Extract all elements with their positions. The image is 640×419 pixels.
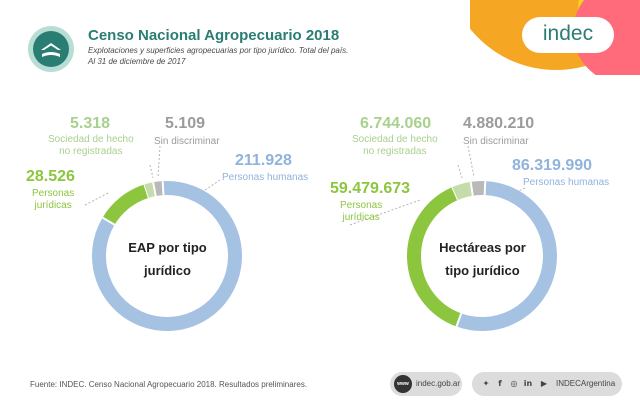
leader-line-juridicas-2 xyxy=(349,199,421,226)
linkedin-icon[interactable]: in xyxy=(523,379,533,388)
eap-humanas-label: Personas humanas xyxy=(222,172,309,183)
social-links: ✦ f ◎ in ▶ INDECArgentina xyxy=(472,372,622,396)
eap-slice-juridicas xyxy=(102,184,149,226)
subtitle-line-2: Al 31 de diciembre de 2017 xyxy=(88,57,186,66)
eap-sin-label: Sin discriminar xyxy=(154,136,220,147)
ha-separator-sociedad xyxy=(450,187,459,201)
twitter-icon[interactable]: ✦ xyxy=(482,379,490,388)
ha-slice-juridicas xyxy=(407,187,462,327)
ha-sociedad-label-2: no registradas xyxy=(363,146,427,157)
eap-sociedad-label: Sociedad de hecho no registradas xyxy=(48,134,134,158)
center-eap-line-1: EAP por tipo xyxy=(128,240,207,255)
eap-juridicas-label-2: jurídicas xyxy=(34,200,72,211)
leader-line-sociedad-1 xyxy=(149,164,154,179)
center-ha-line-1: Hectáreas por xyxy=(439,240,526,255)
ha-juridicas-label-1: Personas xyxy=(340,200,383,211)
ha-humanas-label: Personas humanas xyxy=(523,177,610,188)
center-eap-line-2: jurídico xyxy=(144,263,191,278)
eap-sociedad-label-2: no registradas xyxy=(59,146,123,157)
eap-sociedad-label-1: Sociedad de hecho xyxy=(48,134,134,145)
social-handle: INDECArgentina xyxy=(556,379,616,388)
source-note: Fuente: INDEC. Censo Nacional Agropecuar… xyxy=(30,380,308,389)
eap-separator-humanas xyxy=(161,181,165,196)
website-link[interactable]: www indec.gob.ar xyxy=(390,372,462,396)
facebook-icon[interactable]: f xyxy=(498,379,502,388)
website-text: indec.gob.ar xyxy=(416,379,461,388)
ha-juridicas-value: 59.479.673 xyxy=(330,180,411,197)
eap-juridicas-value: 28.526 xyxy=(26,168,75,185)
ha-sociedad-label: Sociedad de hecho no registradas xyxy=(352,134,438,158)
ha-slice-sociedad xyxy=(451,181,474,201)
eap-separator-juridicas xyxy=(102,216,116,226)
indec-logo-text: indec xyxy=(542,22,594,45)
ha-juridicas-label-2: jurídicas xyxy=(342,212,380,223)
donut-center-hectareas: Hectáreas por tipo jurídico xyxy=(425,236,540,282)
eap-slice-sin-discriminar xyxy=(153,181,164,197)
subtitle-line-1: Explotaciones y superficies agropecuaria… xyxy=(88,46,349,55)
eap-slice-sociedad xyxy=(143,182,156,199)
census-icon xyxy=(28,26,74,72)
eap-slice-humanas xyxy=(92,181,242,331)
leader-line-juridicas-1 xyxy=(84,191,111,206)
leader-line-sin-2 xyxy=(467,145,475,178)
ha-sociedad-label-1: Sociedad de hecho xyxy=(352,134,438,145)
donut-center-eap: EAP por tipo jurídico xyxy=(110,236,225,282)
ha-humanas-value: 86.319.990 xyxy=(512,157,593,174)
ha-sin-label: Sin discriminar xyxy=(463,136,529,147)
indec-logo[interactable]: indec xyxy=(522,17,614,53)
eap-sociedad-value: 5.318 xyxy=(70,115,111,132)
ha-separator-sin-discriminar xyxy=(469,181,474,196)
ha-separator-humanas xyxy=(483,181,487,196)
instagram-icon[interactable]: ◎ xyxy=(510,379,518,388)
eap-sin-value: 5.109 xyxy=(165,115,206,132)
eap-humanas-value: 211.928 xyxy=(235,152,292,169)
leader-line-humanas-1 xyxy=(204,179,221,191)
page-subtitle: Explotaciones y superficies agropecuaria… xyxy=(88,45,348,67)
ha-juridicas-label: Personas jurídicas xyxy=(340,200,382,224)
eap-juridicas-label: Personas jurídicas xyxy=(32,188,74,212)
center-ha-line-2: tipo jurídico xyxy=(445,263,520,278)
leader-line-humanas-2 xyxy=(509,187,526,196)
ha-slice-humanas xyxy=(456,181,557,331)
ha-separator-juridicas xyxy=(455,313,463,327)
leader-lines xyxy=(84,145,526,226)
leader-line-sociedad-2 xyxy=(457,164,463,179)
globe-icon: www xyxy=(394,375,412,393)
www-text: www xyxy=(397,381,409,387)
leader-line-sin-1 xyxy=(157,145,161,178)
ha-sociedad-value: 6.744.060 xyxy=(360,115,432,132)
eap-juridicas-label-1: Personas xyxy=(32,188,75,199)
page-title: Censo Nacional Agropecuario 2018 xyxy=(88,27,340,44)
ha-sin-value: 4.880.210 xyxy=(463,115,535,132)
eap-separator-sin-discriminar xyxy=(152,182,157,197)
youtube-icon[interactable]: ▶ xyxy=(540,379,548,388)
ha-slice-sin-discriminar xyxy=(470,181,486,196)
